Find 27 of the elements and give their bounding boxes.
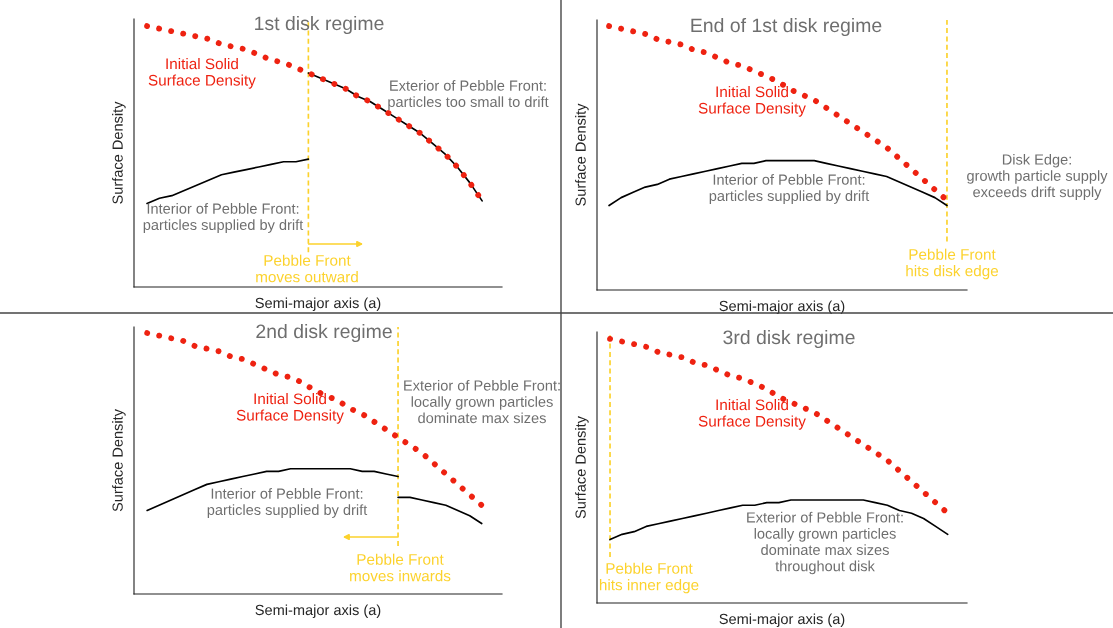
text: Pebble Front hits disk edge	[906, 248, 999, 280]
x-axis-title: Semi-major axis (a)	[255, 297, 381, 312]
y-axis-title: Surface Density	[112, 101, 126, 204]
y-axis-title: Surface Density	[575, 103, 589, 206]
chart-title: 3rd disk regime	[723, 329, 855, 349]
text: Pebble Front moves outward	[256, 254, 358, 283]
annotation: Exterior of Pebble Front: locally grown particles dominate max sizes throughout disk	[747, 511, 903, 575]
y-axis-title: Surface Density	[575, 416, 589, 519]
annotation: Interior of Pebble Front: particles supplied by drift	[709, 174, 870, 204]
x-axis-title: Semi-major axis (a)	[255, 604, 381, 619]
text: Pebble Front hits inner edge	[599, 562, 699, 594]
series-label: Initial Solid Surface Density	[148, 58, 256, 89]
series-label: Initial Solid Surface Density	[236, 393, 344, 424]
x-axis-title: Semi-major axis (a)	[719, 300, 845, 315]
chart-title: 1st disk regime	[255, 15, 384, 35]
annotation: Interior of Pebble Front: particles supplied by drift	[207, 488, 368, 518]
annotation: Exterior of Pebble Front: locally grown particles dominate max sizes	[404, 379, 560, 424]
series-label: Initial Solid Surface Density	[698, 86, 806, 117]
chart-title: End of 1st disk regime	[691, 17, 882, 37]
annotation: Exterior of Pebble Front: particles too small to drift	[388, 80, 549, 110]
y-axis-title: Surface Density	[112, 409, 126, 512]
text: Disk Edge: growth particle supply exceeds drift supply	[967, 153, 1108, 201]
annotation: Interior of Pebble Front: particles supplied by drift	[143, 203, 304, 233]
text: Pebble Front moves inwards	[350, 553, 451, 582]
series-label: Initial Solid Surface Density	[698, 399, 806, 430]
chart-title: 2nd disk regime	[256, 323, 392, 343]
x-axis-title: Semi-major axis (a)	[719, 613, 845, 628]
